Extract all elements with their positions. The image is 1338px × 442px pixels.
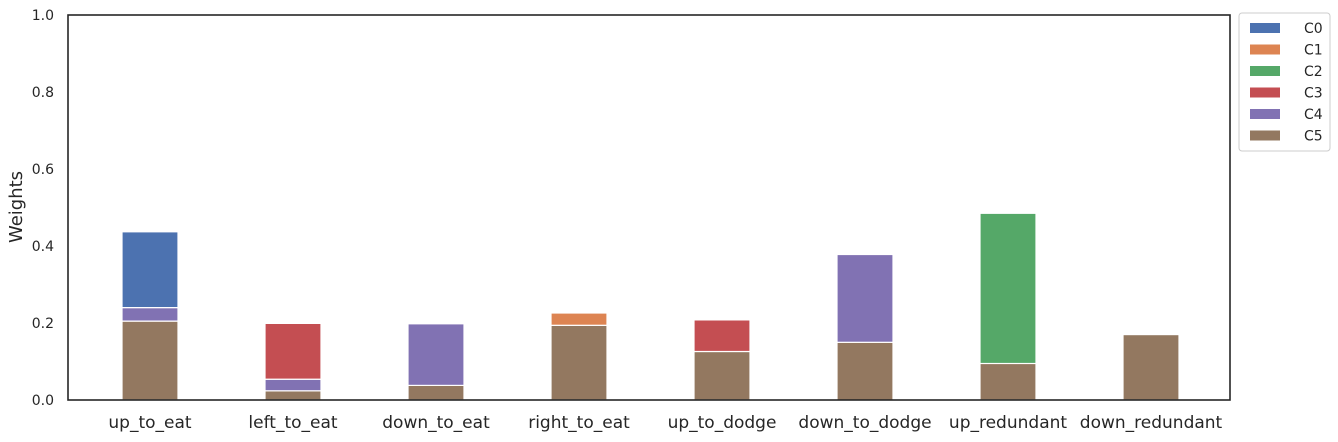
legend-label-C2: C2 <box>1304 64 1323 80</box>
bar-C3-up_to_dodge <box>693 319 751 353</box>
legend-swatch-C4 <box>1250 109 1280 119</box>
x-tick-label: up_to_eat <box>108 413 192 433</box>
y-tick-label: 0.2 <box>32 316 54 332</box>
legend-swatch-C2 <box>1250 66 1280 76</box>
x-tick-label: right_to_eat <box>528 413 630 433</box>
bar-C4-left_to_eat <box>264 378 322 392</box>
y-tick-label: 1.0 <box>32 8 54 24</box>
legend-swatch-C3 <box>1250 87 1280 98</box>
legend-label-C0: C0 <box>1304 21 1323 37</box>
bar-C5-left_to_eat <box>264 390 322 401</box>
y-tick-label: 0.0 <box>32 393 54 409</box>
bar-C2-up_redundant <box>979 212 1037 365</box>
plot-frame <box>67 14 1231 401</box>
legend: C0 C1 C2 C3 C4 C5 <box>1238 12 1331 152</box>
bar-C4-down_to_eat <box>407 323 465 386</box>
bar-C1-right_to_eat <box>550 312 608 326</box>
bar-C5-right_to_eat <box>550 324 608 401</box>
bar-C0-up_to_eat <box>121 231 179 309</box>
x-axis-ticks: up_to_eat left_to_eat down_to_eat right_to_… <box>108 413 1222 433</box>
y-tick-label: 0.4 <box>32 239 54 255</box>
legend-label-C4: C4 <box>1304 107 1323 123</box>
y-tick-label: 0.6 <box>32 162 54 178</box>
legend-swatch-C5 <box>1250 130 1280 141</box>
bar-C5-up_to_dodge <box>693 350 751 401</box>
legend-swatch-C0 <box>1250 23 1280 33</box>
legend-label-C5: C5 <box>1304 129 1323 145</box>
legend-label-C3: C3 <box>1304 86 1323 102</box>
x-tick-label: left_to_eat <box>248 413 337 433</box>
y-axis-label: Weights <box>6 171 27 243</box>
y-tick-label: 0.8 <box>32 85 54 101</box>
x-tick-label: down_to_dodge <box>798 413 931 433</box>
y-axis-ticks: 0.0 0.2 0.4 0.6 0.8 1.0 <box>32 8 54 409</box>
bar-C5-down_to_eat <box>407 384 465 401</box>
x-tick-label: up_redundant <box>949 413 1067 433</box>
legend-swatch-C1 <box>1250 44 1280 55</box>
bars-layer <box>121 212 1180 401</box>
bar-C4-down_to_dodge <box>836 253 894 343</box>
x-tick-label: down_redundant <box>1080 413 1223 433</box>
bar-C5-down_to_dodge <box>836 341 894 401</box>
legend-label-C1: C1 <box>1304 43 1323 59</box>
bar-C4-up_to_eat <box>121 307 179 322</box>
x-tick-label: up_to_dodge <box>668 413 777 433</box>
x-tick-label: down_to_eat <box>382 413 490 433</box>
bar-C3-left_to_eat <box>264 322 322 380</box>
bar-C5-up_redundant <box>979 362 1037 401</box>
bar-C5-up_to_eat <box>121 320 179 401</box>
bar-C5-down_redundant <box>1122 334 1180 401</box>
